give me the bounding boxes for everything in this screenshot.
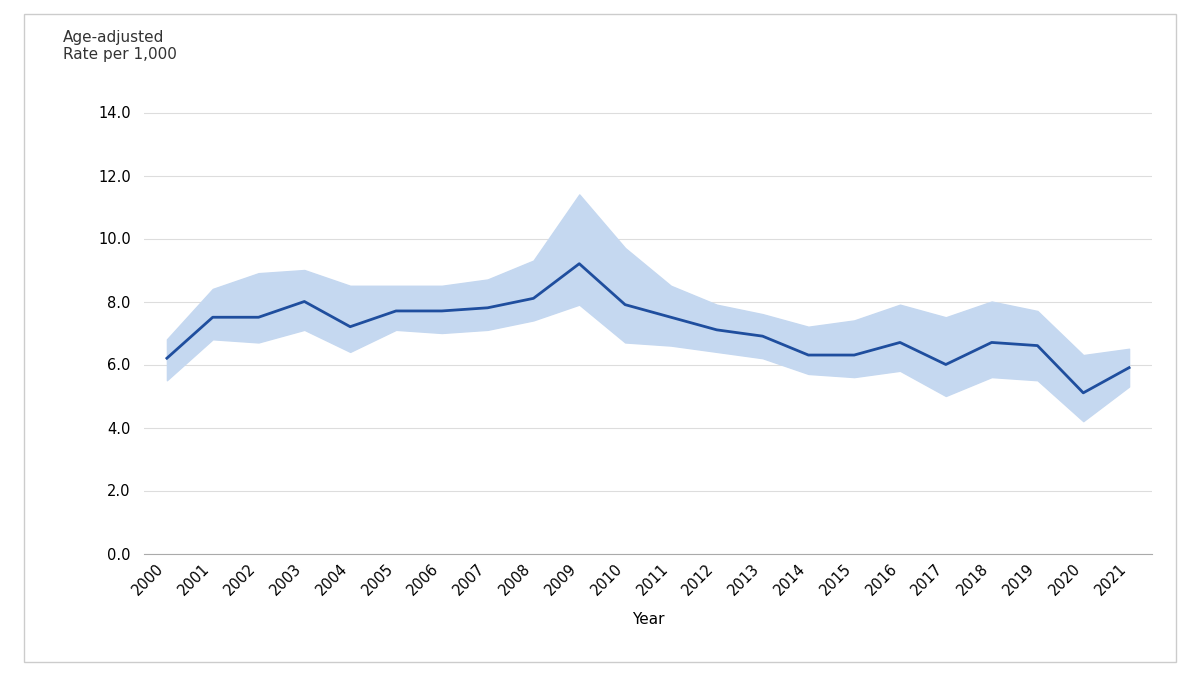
X-axis label: Year: Year [631, 612, 665, 627]
Text: Age-adjusted
Rate per 1,000: Age-adjusted Rate per 1,000 [64, 30, 178, 62]
